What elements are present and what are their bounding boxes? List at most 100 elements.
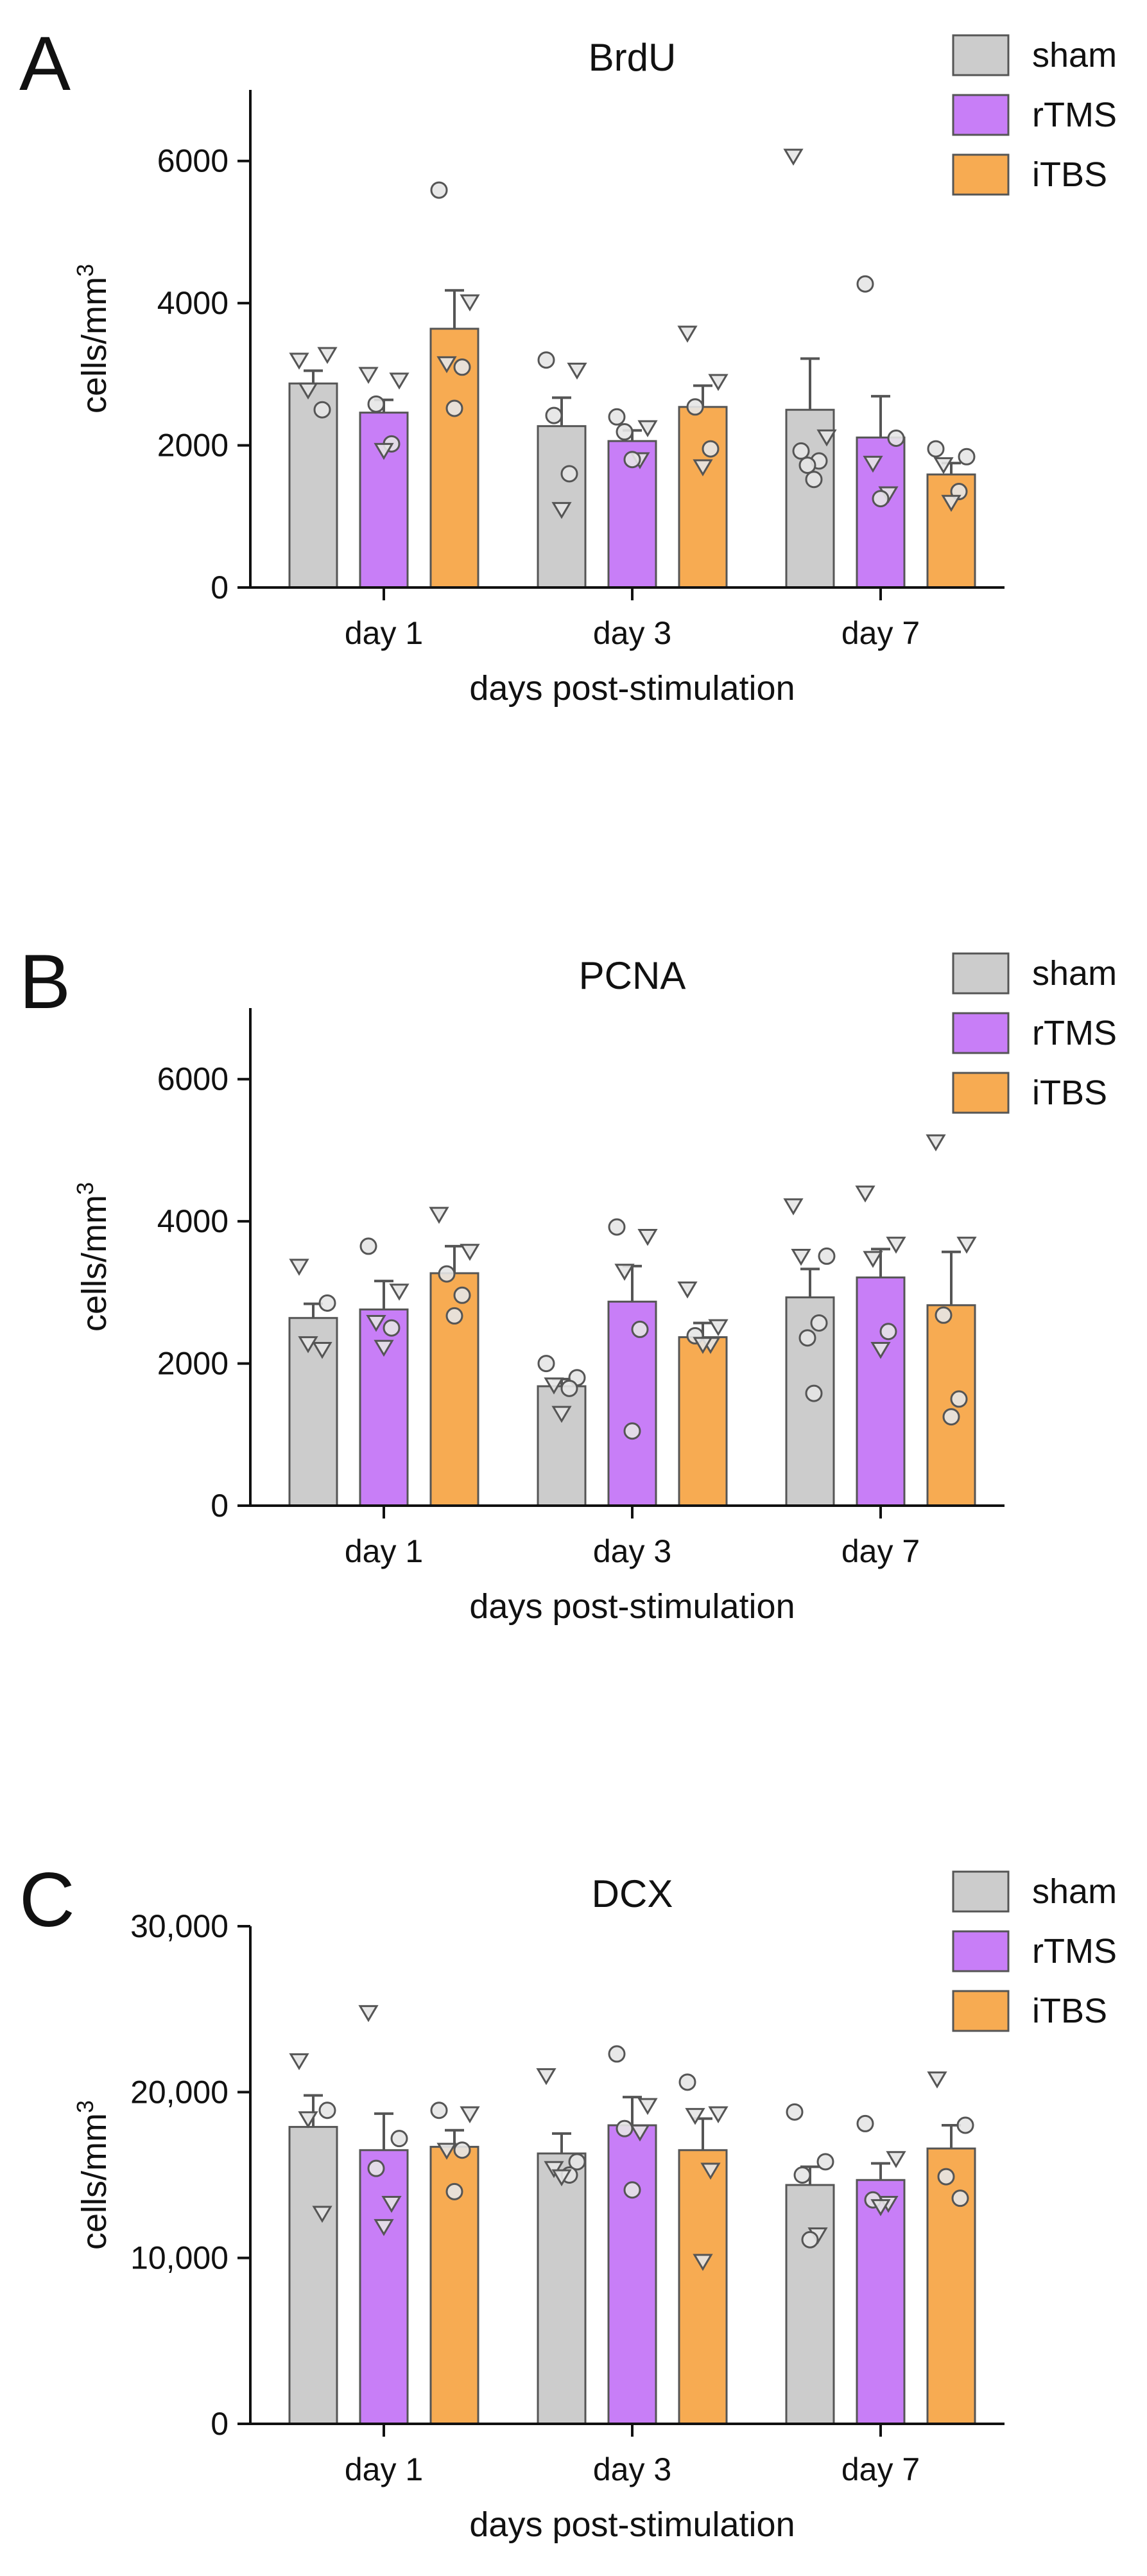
data-point-triangle: [298, 1336, 318, 1353]
data-point-triangle: [551, 2169, 572, 2187]
data-point-circle: [872, 490, 890, 508]
data-point-triangle: [551, 501, 572, 519]
data-point-triangle: [700, 2163, 721, 2180]
data-point-triangle: [708, 2106, 729, 2123]
data-point-triangle: [289, 1258, 309, 1276]
bar-sham-day-1: [288, 1317, 338, 1507]
data-point-triangle: [886, 2151, 906, 2168]
data-point-circle: [453, 2141, 471, 2159]
data-point-circle: [951, 2189, 969, 2207]
data-point-circle: [631, 1320, 649, 1338]
data-point-circle: [560, 465, 578, 483]
bar-itbs-day-3: [678, 1336, 728, 1507]
legend-swatch-sham: [952, 952, 1010, 995]
data-point-triangle: [374, 2219, 394, 2236]
data-point-circle: [359, 1237, 377, 1255]
y-tick-label: 0: [211, 2406, 229, 2442]
x-axis-label: days post-stimulation: [469, 669, 795, 708]
data-point-circle: [438, 1265, 456, 1283]
data-point-circle: [856, 275, 874, 293]
data-point-triangle: [298, 2111, 318, 2128]
data-point-circle: [816, 2153, 834, 2171]
data-point-triangle: [708, 374, 729, 391]
legend-swatch-itbs: [952, 1072, 1010, 1114]
y-tick-label: 20,000: [130, 2074, 229, 2110]
panel-letter: C: [19, 1857, 75, 1943]
x-axis-label: days post-stimulation: [469, 1587, 795, 1626]
data-point-circle: [545, 406, 563, 424]
bar-rtms-day-1: [359, 2149, 409, 2425]
data-point-triangle: [927, 2071, 947, 2089]
data-point-circle: [318, 2102, 336, 2119]
y-axis-label-superscript: 3: [72, 264, 98, 277]
legend-label-sham: sham: [1032, 1872, 1117, 1911]
y-axis-label-superscript: 3: [72, 2100, 98, 2113]
x-tick-label: day 1: [345, 615, 423, 651]
data-point-triangle: [551, 1405, 572, 1423]
data-point-circle: [623, 2181, 641, 2199]
data-point-triangle: [374, 1339, 394, 1357]
data-point-triangle: [436, 2143, 457, 2160]
legend-label-itbs: iTBS: [1032, 155, 1107, 194]
data-point-triangle: [816, 429, 837, 447]
y-tick-label: 4000: [157, 1203, 229, 1239]
bar-sham-day-3: [537, 2152, 587, 2425]
legend-label-itbs: iTBS: [1032, 1992, 1107, 2030]
x-tick-label: day 3: [593, 615, 671, 651]
data-point-triangle: [389, 372, 410, 390]
legend-swatch-itbs: [952, 1990, 1010, 2032]
data-point-triangle: [358, 367, 379, 384]
y-axis-label-superscript: 3: [72, 1182, 98, 1195]
legend-swatch-sham: [952, 34, 1010, 76]
data-point-triangle: [389, 1284, 410, 1301]
data-point-circle: [798, 457, 816, 474]
data-point-circle: [623, 1422, 641, 1440]
data-point-circle: [956, 2116, 974, 2134]
data-point-triangle: [870, 1342, 891, 1359]
data-point-triangle: [637, 1228, 658, 1246]
data-point-triangle: [381, 2196, 402, 2213]
y-axis-label: cells/mm3: [72, 1182, 114, 1332]
data-point-circle: [453, 1286, 471, 1304]
data-point-circle: [430, 2102, 448, 2119]
data-point-circle: [942, 1408, 960, 1426]
data-point-triangle: [298, 382, 318, 400]
data-point-circle: [793, 2166, 811, 2184]
bar-rtms-day-3: [607, 2124, 657, 2425]
data-point-triangle: [693, 1337, 713, 1354]
data-point-circle: [616, 423, 634, 441]
data-point-triangle: [956, 1237, 977, 1254]
data-point-circle: [318, 1294, 336, 1312]
bar-rtms-day-1: [359, 412, 409, 589]
data-point-triangle: [289, 352, 309, 370]
data-point-triangle: [312, 1342, 332, 1359]
legend-swatch-rtms: [952, 1012, 1010, 1054]
data-point-circle: [702, 440, 720, 458]
bar-itbs-day-1: [429, 327, 479, 589]
data-point-triangle: [630, 2124, 650, 2142]
data-point-circle: [560, 1379, 578, 1397]
data-point-triangle: [358, 2005, 379, 2023]
data-point-circle: [810, 1314, 828, 1332]
y-axis-label-text: cells/mm: [75, 1195, 114, 1332]
data-point-triangle: [366, 1314, 386, 1332]
data-point-circle: [686, 398, 704, 416]
data-point-triangle: [374, 442, 394, 460]
data-point-circle: [887, 430, 905, 447]
data-point-circle: [445, 2182, 463, 2200]
data-point-circle: [367, 2159, 385, 2177]
y-tick-label: 6000: [157, 1061, 229, 1097]
data-point-circle: [608, 1218, 626, 1236]
panel-letter: B: [19, 939, 71, 1025]
data-point-circle: [453, 358, 471, 376]
legend-swatch-rtms: [952, 94, 1010, 136]
data-point-triangle: [863, 455, 883, 473]
data-point-circle: [616, 2119, 634, 2137]
bar-sham-day-7: [785, 1296, 835, 1507]
data-point-triangle: [536, 2068, 556, 2085]
x-tick-label: day 1: [345, 2451, 423, 2487]
data-point-circle: [390, 2130, 408, 2148]
data-point-triangle: [460, 1244, 480, 1261]
data-point-triangle: [429, 1206, 449, 1224]
data-point-circle: [937, 2168, 955, 2186]
